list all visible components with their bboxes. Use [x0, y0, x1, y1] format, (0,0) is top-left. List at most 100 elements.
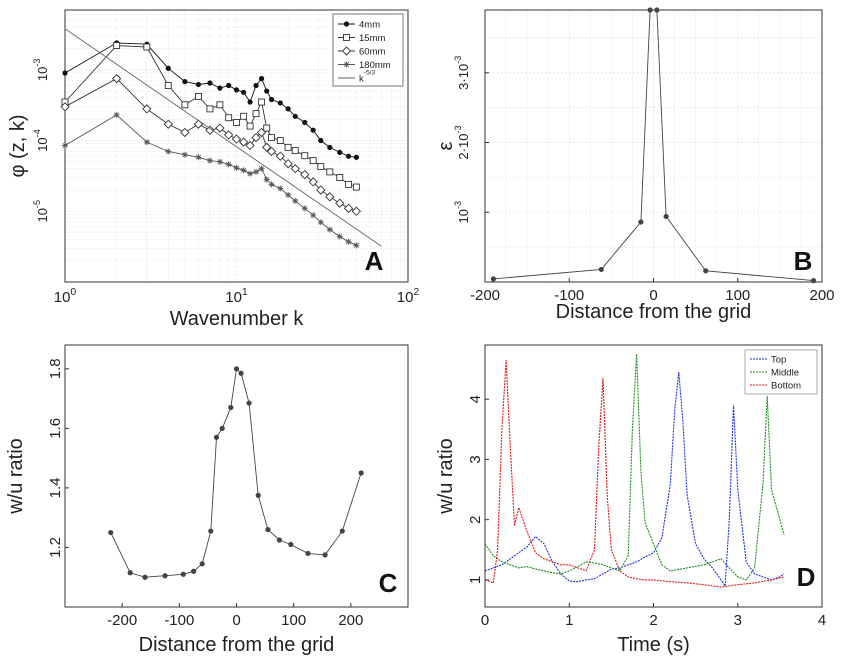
data-point: [285, 106, 291, 112]
data-point: [143, 139, 150, 146]
x-axis-label: Distance from the grid: [139, 634, 335, 656]
y-tick-label: 1.4: [47, 477, 64, 498]
y-tick-label: 4: [467, 395, 484, 403]
legend-marker: [343, 21, 350, 27]
series-line-1: [484, 353, 785, 581]
data-point: [317, 219, 324, 226]
data-point: [233, 87, 240, 93]
data-point: [233, 366, 240, 372]
data-point: [302, 119, 308, 126]
legend-label: 180mm: [359, 60, 391, 71]
data-point: [216, 158, 223, 165]
legend-label: k-5/3: [359, 70, 375, 85]
data-point: [255, 492, 261, 498]
data-point: [326, 226, 333, 233]
data-point: [310, 212, 317, 219]
x-tick-label: 100: [54, 286, 77, 306]
x-tick-label: 200: [338, 612, 363, 629]
data-point: [240, 89, 247, 95]
data-point: [345, 238, 352, 245]
x-tick-label: 100: [725, 287, 750, 304]
data-point: [215, 123, 225, 133]
data-point: [703, 268, 709, 274]
data-point: [291, 147, 299, 155]
y-axis-label: φ (z, k): [7, 115, 29, 178]
data-point: [266, 146, 277, 157]
data-point: [268, 181, 275, 188]
data-point: [225, 114, 233, 122]
data-point: [327, 144, 333, 150]
data-point: [224, 130, 234, 140]
data-point: [258, 98, 266, 106]
x-tick-label: 1: [565, 612, 573, 629]
x-tick-label: 100: [281, 612, 306, 629]
data-point: [247, 170, 254, 177]
panel-label-a: A: [365, 246, 384, 276]
y-tick-label: 10-3: [32, 59, 50, 82]
data-point: [358, 470, 364, 476]
data-point: [288, 541, 294, 548]
data-point: [245, 140, 255, 151]
data-point: [253, 168, 260, 175]
x-tick-label: 4: [818, 612, 826, 629]
data-point: [318, 137, 324, 144]
data-point: [322, 552, 328, 558]
y-tick-label: 2·10-3: [453, 125, 471, 159]
y-axis-label: w/u ratio: [5, 438, 27, 515]
data-point: [336, 174, 344, 181]
data-point: [228, 404, 234, 411]
panel-a: 100 101 102 10-5 10-4 10-3 Wavenumber k φ (z, k…: [7, 9, 419, 330]
y-tick-label: 1.8: [47, 358, 64, 379]
data-point: [317, 162, 325, 170]
data-point: [343, 203, 354, 213]
data-point: [142, 574, 148, 580]
y-tick-label: 10-5: [32, 200, 50, 223]
panel-label-c: C: [379, 568, 398, 598]
data-point: [258, 165, 265, 172]
data-point: [351, 206, 362, 216]
data-point: [663, 213, 669, 220]
data-point: [251, 132, 261, 143]
series-line-1: [64, 45, 357, 188]
data-point: [325, 192, 335, 202]
data-point: [216, 101, 224, 109]
data-point: [225, 161, 232, 168]
data-point: [62, 70, 68, 76]
series-line-2: [484, 360, 785, 588]
data-point: [252, 110, 260, 118]
data-point: [275, 151, 285, 161]
data-point: [309, 157, 317, 165]
data-point: [206, 157, 213, 164]
legend-label: Top: [771, 355, 786, 366]
x-axis-label: Time (s): [617, 634, 690, 656]
data-point: [339, 528, 345, 534]
data-point: [180, 127, 190, 138]
panel-b: -200 -100 0 100 200 10-3 2·10-3 3·10-3 Distance …: [435, 7, 835, 323]
data-point: [290, 164, 300, 174]
data-point: [292, 197, 299, 204]
x-tick-label: -200: [107, 612, 137, 629]
legend-marker: [341, 46, 352, 56]
x-tick-label: -100: [164, 612, 194, 629]
data-point: [181, 151, 188, 158]
data-point: [308, 177, 318, 187]
data-point: [113, 111, 120, 118]
data-point: [246, 400, 252, 406]
x-tick-label: 101: [225, 286, 248, 306]
data-point: [276, 137, 284, 144]
data-point: [195, 154, 202, 161]
series-line-0: [110, 367, 362, 578]
data-point: [258, 76, 265, 82]
x-tick-label: 0: [649, 287, 657, 304]
data-point: [490, 276, 497, 282]
data-point: [213, 434, 220, 440]
data-point: [263, 124, 271, 132]
data-point: [207, 80, 213, 86]
data-point: [335, 198, 345, 208]
data-point: [345, 180, 352, 188]
data-point: [277, 185, 284, 192]
y-tick-label: 10-4: [32, 129, 50, 152]
data-point: [162, 573, 168, 579]
data-point: [305, 550, 311, 557]
x-tick-label: -100: [554, 287, 584, 304]
